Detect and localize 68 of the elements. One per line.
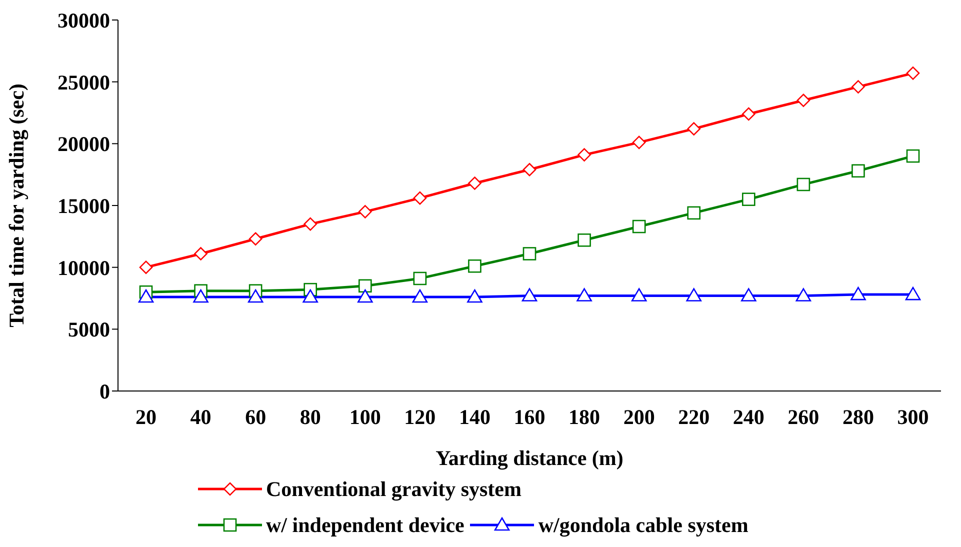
point — [905, 286, 921, 300]
y-tick-label: 30000 — [58, 8, 110, 32]
x-tick-label: 60 — [245, 404, 266, 429]
y-tick-label: 25000 — [58, 70, 110, 94]
x-tick-label: 300 — [897, 404, 929, 429]
point — [412, 289, 428, 303]
point — [304, 217, 318, 231]
point — [631, 288, 647, 302]
y-axis-title: Total time for yarding (sec) — [4, 84, 28, 328]
point — [632, 136, 646, 150]
y-tick-label: 15000 — [58, 194, 110, 218]
point — [248, 289, 264, 303]
x-tick-label: 20 — [136, 404, 156, 429]
y-tick-label: 10000 — [58, 256, 110, 280]
x-tick-label: 140 — [458, 404, 490, 429]
point — [468, 176, 482, 190]
point — [632, 220, 646, 234]
point — [576, 288, 592, 302]
x-tick-label: 80 — [300, 404, 321, 429]
legend-label: w/gondola cable system — [538, 512, 748, 538]
point — [906, 149, 920, 163]
x-tick-label: 200 — [623, 404, 655, 429]
x-tick-label: 220 — [678, 404, 710, 429]
x-tick-label: 180 — [568, 404, 600, 429]
x-tick-label: 240 — [732, 404, 764, 429]
point — [686, 288, 702, 302]
point — [578, 233, 591, 247]
point — [852, 80, 865, 94]
x-tick-label: 40 — [190, 404, 212, 429]
point — [522, 288, 538, 302]
point — [302, 289, 318, 303]
legend-label: Conventional gravity system — [266, 476, 522, 502]
point — [413, 191, 427, 205]
x-axis-title: Yarding distance (m) — [436, 446, 624, 470]
point — [413, 272, 427, 286]
y-tick-label: 20000 — [58, 132, 110, 156]
point — [687, 206, 701, 220]
point — [357, 289, 373, 303]
point — [742, 192, 756, 206]
point — [194, 247, 208, 260]
x-tick-label: 100 — [349, 404, 381, 429]
point — [578, 148, 591, 162]
point — [358, 205, 372, 218]
point — [796, 288, 812, 302]
point — [796, 178, 810, 192]
legend-label: w/ independent device — [266, 512, 464, 538]
x-tick-label: 160 — [514, 404, 546, 429]
point — [906, 66, 920, 80]
point — [193, 289, 208, 303]
x-tick-label: 280 — [842, 404, 874, 429]
point — [796, 94, 810, 108]
point — [740, 288, 756, 302]
x-tick-label: 260 — [788, 404, 820, 429]
point — [522, 247, 536, 260]
x-tick-label: 120 — [404, 404, 436, 429]
point — [850, 286, 866, 300]
point — [138, 289, 154, 303]
point — [468, 259, 482, 273]
point — [467, 289, 482, 303]
point — [742, 107, 756, 121]
y-tick-label: 0 — [100, 379, 110, 404]
point — [248, 232, 262, 246]
point — [687, 122, 701, 136]
point — [852, 164, 865, 178]
point — [522, 162, 536, 176]
point — [139, 260, 153, 274]
point — [358, 279, 372, 293]
y-tick-label: 5000 — [68, 318, 110, 342]
